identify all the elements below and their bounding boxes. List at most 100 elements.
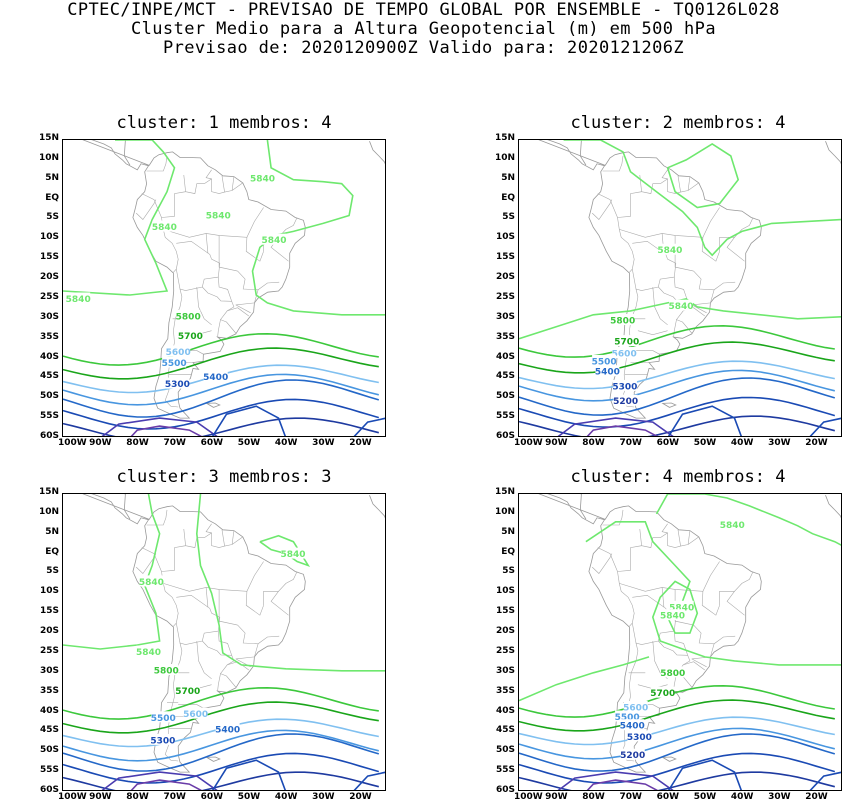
contour-label-5840: 5840 <box>206 212 231 222</box>
contour-label-bg <box>620 748 645 760</box>
contour-label-bg <box>595 365 620 377</box>
country-border <box>660 178 668 184</box>
contour-label-5400: 5400 <box>595 368 620 378</box>
country-border <box>597 193 618 218</box>
lat-tick-label: 40S <box>39 351 59 362</box>
contour-label-bg <box>154 664 179 675</box>
contour-label-5840: 5840 <box>66 295 91 305</box>
lon-tick-label: 20W <box>349 438 372 448</box>
lon-tick-label: 50W <box>693 438 717 448</box>
contour-label-bg <box>281 547 305 559</box>
contour-label-5500: 5500 <box>592 357 617 367</box>
country-border <box>235 289 259 306</box>
country-border <box>205 587 209 608</box>
country-border <box>161 174 186 218</box>
contour-5800 <box>63 686 379 720</box>
contour-label-bg <box>203 370 228 382</box>
contour-label-bg <box>206 209 231 221</box>
lat-tick-label: 30S <box>495 665 515 676</box>
country-border <box>146 155 168 172</box>
lon-tick-label: 50W <box>237 792 261 802</box>
country-border <box>602 155 624 172</box>
lat-tick-label: 5S <box>46 212 59 223</box>
panel-4-title: cluster: 4 membros: 4 <box>570 467 786 487</box>
contour-label-bg <box>136 645 161 657</box>
contour-5100 <box>130 779 203 790</box>
country-border <box>196 286 212 326</box>
country-border <box>691 658 707 668</box>
contour-5840 <box>585 521 841 666</box>
contour-label-5840: 5840 <box>657 246 682 256</box>
contour-label-bg <box>165 377 190 389</box>
contour-label-bg <box>150 733 175 745</box>
contour-label-5600: 5600 <box>623 704 648 714</box>
contour-5300-curl <box>211 759 287 790</box>
contour-5500 <box>519 727 835 760</box>
lat-tick-label: 10S <box>495 586 515 597</box>
lat-tick-label: 60S <box>39 785 59 795</box>
contour-label-bg <box>660 609 685 621</box>
country-border <box>235 643 259 660</box>
lat-tick-label: 15N <box>494 133 515 143</box>
lon-tick-label: 80W <box>582 438 605 448</box>
lon-tick-label: 50W <box>693 792 717 802</box>
country-border <box>161 528 186 572</box>
figure-title-line-3: Previsao de: 2020120900Z Valido para: 20… <box>162 38 685 58</box>
contour-5200 <box>63 417 379 436</box>
lat-tick-label: 25S <box>39 645 59 656</box>
country-border <box>652 286 668 326</box>
country-border <box>202 277 233 302</box>
lon-tick-label: 30W <box>768 792 791 802</box>
contour-5200-inner <box>557 417 674 436</box>
contour-label-5840: 5840 <box>280 550 305 560</box>
contour-5700 <box>63 701 379 734</box>
contour-5100 <box>586 425 659 436</box>
country-border <box>263 571 298 606</box>
lon-tick-label: 90W <box>545 438 568 448</box>
coastline-central-america <box>123 140 131 166</box>
country-border <box>237 270 280 291</box>
country-border <box>661 169 699 194</box>
contour-label-bg <box>614 335 639 347</box>
contour-label-5300: 5300 <box>150 736 175 746</box>
country-border <box>163 561 264 592</box>
coastline-africa <box>825 141 841 165</box>
contour-5500 <box>519 369 835 402</box>
contour-label-5840: 5840 <box>139 578 164 588</box>
lat-tick-label: 15N <box>38 487 59 497</box>
contour-label-bg <box>650 686 675 698</box>
country-border <box>673 319 677 338</box>
lon-tick-label: 90W <box>89 438 112 448</box>
lat-tick-label: 45S <box>39 371 59 382</box>
contour-5400 <box>519 733 836 772</box>
country-border <box>141 547 162 572</box>
lat-tick-label: 5N <box>501 526 515 537</box>
contour-label-5840: 5840 <box>152 223 177 233</box>
panel-2-title: cluster: 2 membros: 4 <box>570 113 786 133</box>
coastline-falklands <box>661 402 677 408</box>
country-border <box>619 207 720 238</box>
contour-label-bg <box>66 292 91 304</box>
lon-tick-label: 80W <box>126 438 149 448</box>
lat-tick-label: 30S <box>39 311 59 322</box>
country-border <box>637 330 668 336</box>
country-border <box>726 237 745 262</box>
lat-tick-label: 5S <box>502 566 515 577</box>
country-border <box>683 661 705 671</box>
country-border <box>227 307 249 317</box>
country-border <box>220 301 237 334</box>
country-border <box>245 591 264 616</box>
lat-tick-label: 35S <box>495 331 515 342</box>
country-border <box>687 530 691 545</box>
lat-tick-label: EQ <box>45 546 59 557</box>
lon-tick-label: 70W <box>163 438 186 448</box>
contour-label-bg <box>166 345 191 357</box>
contour-label-bg <box>139 575 164 587</box>
contour-label-5500: 5500 <box>151 714 176 724</box>
lon-tick-label: 50W <box>237 438 261 448</box>
coastline-falklands <box>205 402 221 408</box>
country-border <box>693 270 736 291</box>
country-border <box>217 319 221 338</box>
contour-label-bg <box>613 394 638 406</box>
